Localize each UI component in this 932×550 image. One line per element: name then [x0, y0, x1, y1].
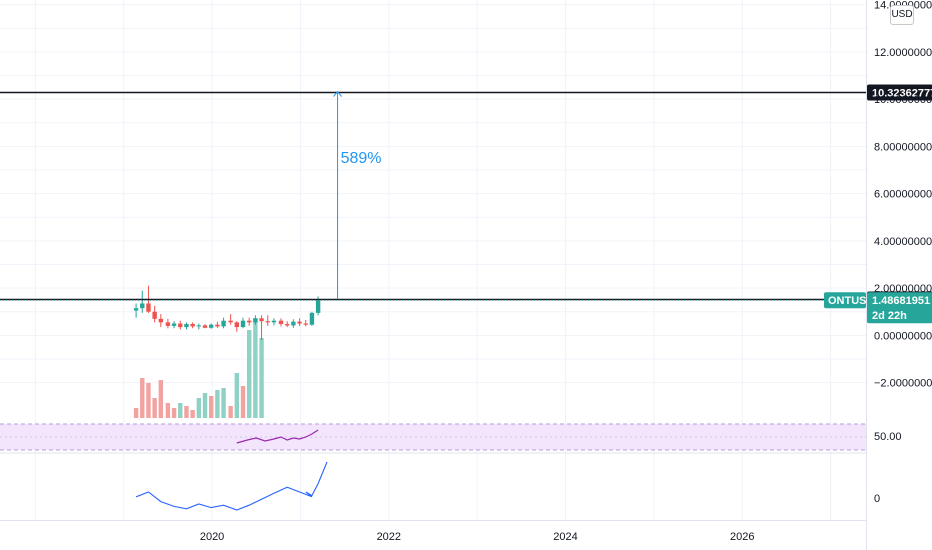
volume-bar [240, 386, 246, 418]
price-tick-label: 4.00000000 [874, 236, 932, 248]
candle-body [297, 321, 302, 324]
candle-body [265, 321, 270, 323]
time-tick-label: 2024 [553, 531, 577, 543]
symbol-tag-bg [824, 292, 866, 309]
rsi-line [236, 429, 319, 444]
candle-body [271, 320, 277, 323]
candle-body [240, 320, 246, 328]
price-tick-label: 10.00000000 [874, 94, 932, 106]
volume-bar [165, 403, 171, 418]
price-tick-label: 6.00000000 [874, 189, 932, 201]
oscillator-pane: 0 [135, 461, 880, 511]
candle-body [246, 320, 252, 323]
candle-body [196, 325, 202, 327]
candle-body [278, 320, 284, 325]
price-tag-label: 10.32362777 [872, 88, 932, 100]
candle-body [152, 311, 157, 319]
candles [133, 285, 321, 341]
price-tick-label: 0.00000000 [874, 330, 932, 342]
candle-body [171, 323, 177, 326]
measure-tool[interactable]: 589% [333, 90, 382, 299]
volume-bar [228, 406, 233, 418]
candle-body [309, 312, 315, 325]
price-tag-bg [867, 84, 932, 101]
volume-bar [234, 373, 240, 418]
volume-bar [196, 398, 202, 418]
volume-bar [253, 318, 258, 418]
last-price-tag-bg [867, 292, 932, 324]
candle-body [165, 322, 171, 326]
volume-bar [208, 396, 214, 418]
volume-bar [152, 398, 157, 418]
last-price-tag: 1.48681951 [872, 295, 930, 307]
rsi-level-label: 50.00 [874, 431, 902, 443]
time-tick-label: 2026 [730, 531, 754, 543]
currency-label[interactable]: USD [890, 5, 914, 25]
volume-bar [178, 403, 183, 418]
price-tick-label: 8.00000000 [874, 141, 932, 153]
volume-bar [184, 406, 189, 418]
candle-body [234, 322, 240, 328]
candle-body [202, 325, 208, 328]
time-tick-label: 2020 [200, 531, 224, 543]
price-tick-label: −2.00000000 [874, 378, 932, 390]
candle-body [158, 318, 164, 323]
countdown-label: 2d 22h [872, 310, 907, 322]
candle-body [259, 318, 264, 322]
candle-body [284, 324, 290, 326]
candle-body [291, 321, 296, 326]
measure-arrow [333, 90, 342, 97]
volume-bar [140, 378, 145, 418]
time-tick-label: 2022 [377, 531, 401, 543]
volume-bar [171, 408, 177, 418]
candle-body [315, 300, 321, 313]
horizontal-lines[interactable] [0, 91, 866, 301]
volume-bar [133, 408, 139, 418]
price-tick-label: 12.00000000 [874, 47, 932, 59]
volume-bar [158, 380, 164, 418]
oscillator-zero-label: 0 [874, 493, 880, 505]
price-tick-label: 2.00000000 [874, 283, 932, 295]
candle-body [140, 303, 145, 309]
candle-body [133, 308, 139, 311]
volume-bar [146, 383, 151, 418]
candle-body [190, 324, 195, 327]
candle-body [208, 324, 214, 328]
candle-body [178, 323, 183, 328]
volume-bar [246, 330, 252, 418]
oscillator-line [135, 461, 328, 511]
candle-body [184, 324, 189, 328]
volume-bar [190, 410, 195, 418]
candle-body [221, 320, 226, 327]
candle-body [215, 324, 220, 327]
symbol-tag: ONTUSD [828, 295, 875, 307]
candle-body [228, 320, 233, 323]
measure-percent: 589% [341, 150, 382, 167]
volume-bar [215, 390, 220, 418]
volume-bar [221, 388, 226, 418]
candle-body [146, 303, 151, 312]
grid [0, 0, 867, 550]
time-axis[interactable]: 2020 2022 2024 2026 [200, 531, 755, 543]
volume-bars [133, 318, 264, 418]
candle-body [303, 323, 308, 325]
rsi-pane: 50.00 [0, 423, 902, 454]
candle-body [253, 318, 258, 323]
volume-bar [259, 338, 264, 418]
price-axis[interactable]: 10.323627771.55712755ONTUSD1.486819512d … [824, 0, 932, 390]
volume-bar [202, 393, 208, 418]
